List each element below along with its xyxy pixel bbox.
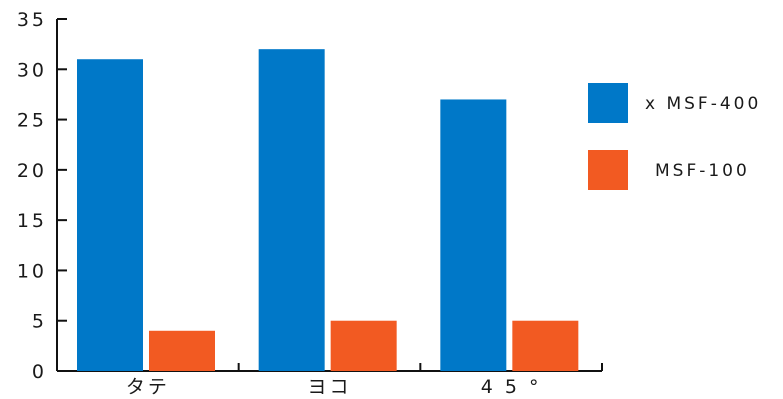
y-tick-label: 20 bbox=[17, 160, 47, 182]
y-tick-label: 5 bbox=[32, 311, 47, 333]
bar-msf-100 bbox=[149, 330, 215, 371]
legend-swatch bbox=[588, 150, 628, 190]
x-axis: タテ ヨコ 4 5 ° bbox=[57, 363, 603, 398]
legend-label: MSF-100 bbox=[655, 161, 750, 181]
y-tick-label: 35 bbox=[17, 9, 47, 31]
y-tick-label: 10 bbox=[17, 260, 47, 282]
bar-msf-100 bbox=[330, 320, 397, 371]
legend-label: x MSF-400 bbox=[645, 94, 761, 114]
bars bbox=[77, 49, 579, 372]
bar-msf-400 bbox=[77, 59, 143, 371]
x-tick-label: タテ bbox=[126, 376, 170, 398]
bar-msf-100 bbox=[512, 320, 579, 371]
y-axis: 0 5 10 15 20 25 30 35 bbox=[17, 9, 67, 383]
y-tick-label: 0 bbox=[32, 361, 47, 383]
y-tick-label: 25 bbox=[17, 110, 47, 132]
y-tick-label: 15 bbox=[17, 210, 47, 232]
bar-msf-400 bbox=[440, 99, 507, 371]
bar-msf-400 bbox=[258, 49, 325, 372]
y-tick-label: 30 bbox=[17, 59, 47, 81]
x-tick-label: ヨコ bbox=[307, 376, 351, 398]
x-tick-label: 4 5 ° bbox=[481, 376, 542, 398]
legend: x MSF-400 MSF-100 bbox=[588, 83, 761, 190]
legend-swatch bbox=[588, 83, 628, 123]
